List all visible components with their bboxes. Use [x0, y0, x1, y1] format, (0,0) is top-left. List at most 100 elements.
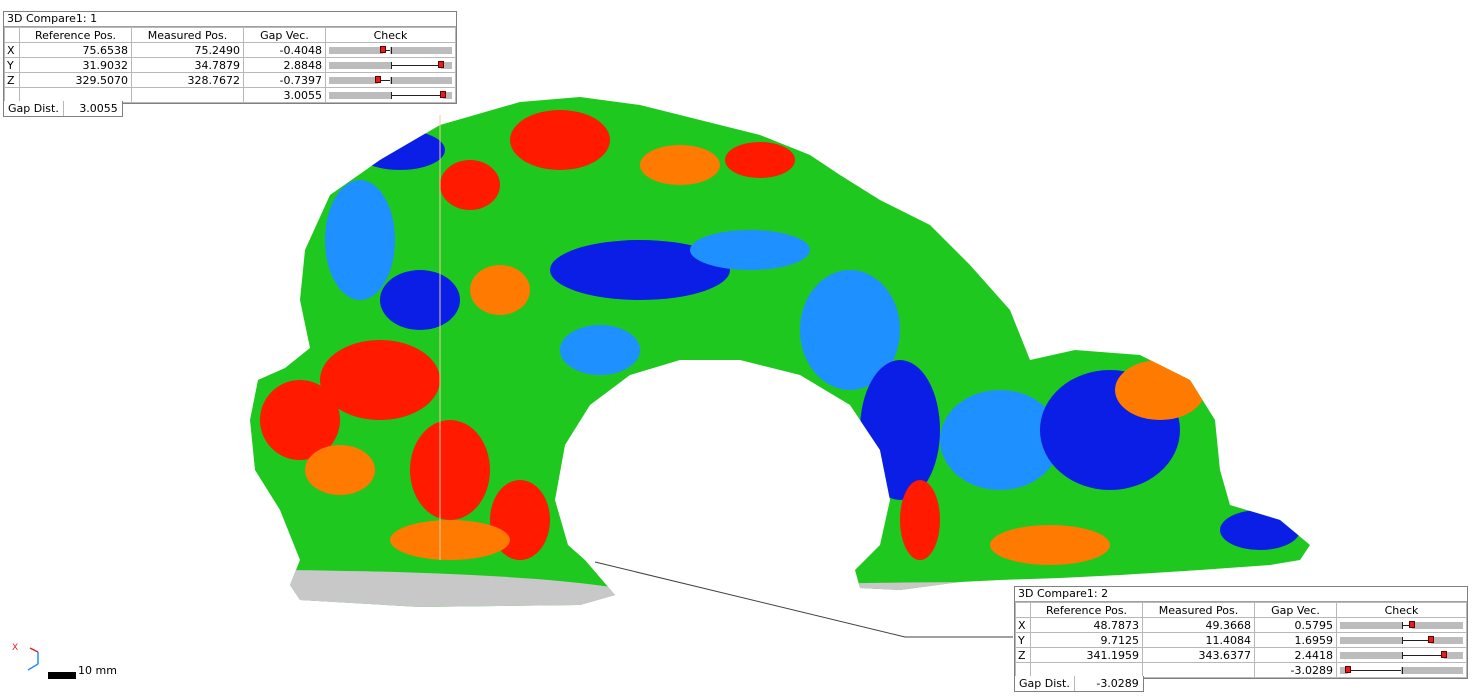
check-bar-marker — [380, 45, 387, 53]
gap-vec-value: -3.0289 — [1254, 662, 1337, 678]
check-bar-center-tick — [1401, 651, 1403, 659]
compare-panel-2-title: 3D Compare1: 2 — [1015, 587, 1467, 602]
reference-pos-value: 329.5070 — [19, 72, 132, 88]
reference-pos-value: 31.9032 — [19, 57, 132, 73]
reference-pos-value: 9.7125 — [1030, 632, 1143, 648]
check-bar — [329, 90, 452, 99]
header-gap-vec: Gap Vec. — [1254, 602, 1337, 618]
header-axis — [1015, 602, 1031, 618]
table-row: 3.0055 — [4, 87, 456, 103]
check-bar-line — [1401, 639, 1432, 641]
check-bar-line — [1348, 669, 1402, 671]
axis-label: Y — [4, 57, 20, 73]
gap-vec-value: 2.8848 — [243, 57, 326, 73]
check-bar-center-tick — [390, 91, 392, 99]
table-row: Z 329.5070 328.7672 -0.7397 — [4, 72, 456, 88]
measured-pos-value — [131, 87, 244, 103]
header-axis — [4, 27, 20, 43]
scale-bar-line — [48, 672, 76, 679]
table-row: -3.0289 — [1015, 662, 1467, 678]
check-bar-marker — [438, 60, 445, 68]
check-cell — [325, 72, 456, 88]
check-bar-marker — [440, 90, 447, 98]
table-row: Y 31.9032 34.7879 2.8848 — [4, 57, 456, 73]
header-measured-pos: Measured Pos. — [131, 27, 244, 43]
check-bar — [329, 75, 452, 84]
gap-vec-value: -0.7397 — [243, 72, 326, 88]
triad-x-label: X — [12, 643, 18, 653]
axis-label: X — [4, 42, 20, 58]
header-reference-pos: Reference Pos. — [1030, 602, 1143, 618]
check-bar-center-tick — [390, 76, 392, 84]
compare-table-2: Reference Pos. Measured Pos. Gap Vec. Ch… — [1015, 602, 1467, 678]
measured-pos-value: 343.6377 — [1142, 647, 1255, 663]
header-gap-vec: Gap Vec. — [243, 27, 326, 43]
header-reference-pos: Reference Pos. — [19, 27, 132, 43]
table-row: X 48.7873 49.3668 0.5795 — [1015, 617, 1467, 633]
check-bar-center-tick — [390, 61, 392, 69]
check-cell — [1336, 617, 1467, 633]
check-bar-line — [390, 64, 442, 66]
check-bar-center-tick — [390, 46, 392, 54]
gap-vec-value: 0.5795 — [1254, 617, 1337, 633]
gap-distance-2: Gap Dist. -3.0289 — [1014, 676, 1144, 692]
check-cell — [325, 57, 456, 73]
compare-table-1: Reference Pos. Measured Pos. Gap Vec. Ch… — [4, 27, 456, 103]
gap-distance-label: Gap Dist. — [1015, 676, 1075, 691]
check-bar — [329, 60, 452, 69]
measured-pos-value: 75.2490 — [131, 42, 244, 58]
check-bar-line — [383, 49, 391, 51]
gap-distance-label: Gap Dist. — [4, 101, 64, 116]
measured-pos-value: 328.7672 — [131, 72, 244, 88]
compare-panel-1[interactable]: 3D Compare1: 1 Reference Pos. Measured P… — [3, 11, 457, 104]
axis-triad: X — [12, 643, 39, 671]
check-cell — [325, 42, 456, 58]
compare-panel-2[interactable]: 3D Compare1: 2 Reference Pos. Measured P… — [1014, 586, 1468, 679]
check-bar-marker — [1345, 665, 1352, 673]
check-bar-marker — [1408, 620, 1415, 628]
check-bar — [1340, 620, 1463, 629]
measured-pos-value: 11.4084 — [1142, 632, 1255, 648]
table-row: Z 341.1959 343.6377 2.4418 — [1015, 647, 1467, 663]
table-row: Y 9.7125 11.4084 1.6959 — [1015, 632, 1467, 648]
check-bar-center-tick — [1401, 621, 1403, 629]
check-bar-line — [377, 79, 391, 81]
check-bar-marker — [374, 75, 381, 83]
gap-distance-value: 3.0055 — [79, 102, 118, 115]
scale-bar-label: 10 mm — [78, 664, 117, 677]
axis-label: Z — [1015, 647, 1031, 663]
measured-pos-value: 34.7879 — [131, 57, 244, 73]
axis-label: Y — [1015, 632, 1031, 648]
table-row: X 75.6538 75.2490 -0.4048 — [4, 42, 456, 58]
axis-label: X — [1015, 617, 1031, 633]
gap-vec-value: 2.4418 — [1254, 647, 1337, 663]
gap-vec-value: 3.0055 — [243, 87, 326, 103]
gap-distance-1: Gap Dist. 3.0055 — [3, 101, 123, 117]
header-check: Check — [325, 27, 456, 43]
check-cell — [1336, 662, 1467, 678]
check-bar-line — [1401, 624, 1412, 626]
check-bar-line — [1401, 654, 1445, 656]
check-cell — [1336, 632, 1467, 648]
header-measured-pos: Measured Pos. — [1142, 602, 1255, 618]
check-bar — [1340, 650, 1463, 659]
reference-pos-value: 341.1959 — [1030, 647, 1143, 663]
check-bar-center-tick — [1401, 666, 1403, 674]
measured-pos-value — [1142, 662, 1255, 678]
check-bar-marker — [1428, 635, 1435, 643]
check-bar — [1340, 665, 1463, 674]
check-cell — [1336, 647, 1467, 663]
model-body — [250, 97, 1310, 607]
gap-distance-value: -3.0289 — [1096, 677, 1139, 690]
gap-vec-value: 1.6959 — [1254, 632, 1337, 648]
measured-pos-value: 49.3668 — [1142, 617, 1255, 633]
reference-pos-value: 48.7873 — [1030, 617, 1143, 633]
reference-pos-value: 75.6538 — [19, 42, 132, 58]
header-check: Check — [1336, 602, 1467, 618]
check-bar — [329, 45, 452, 54]
check-bar — [1340, 635, 1463, 644]
compare-panel-1-title: 3D Compare1: 1 — [4, 12, 456, 27]
check-bar-marker — [1441, 650, 1448, 658]
